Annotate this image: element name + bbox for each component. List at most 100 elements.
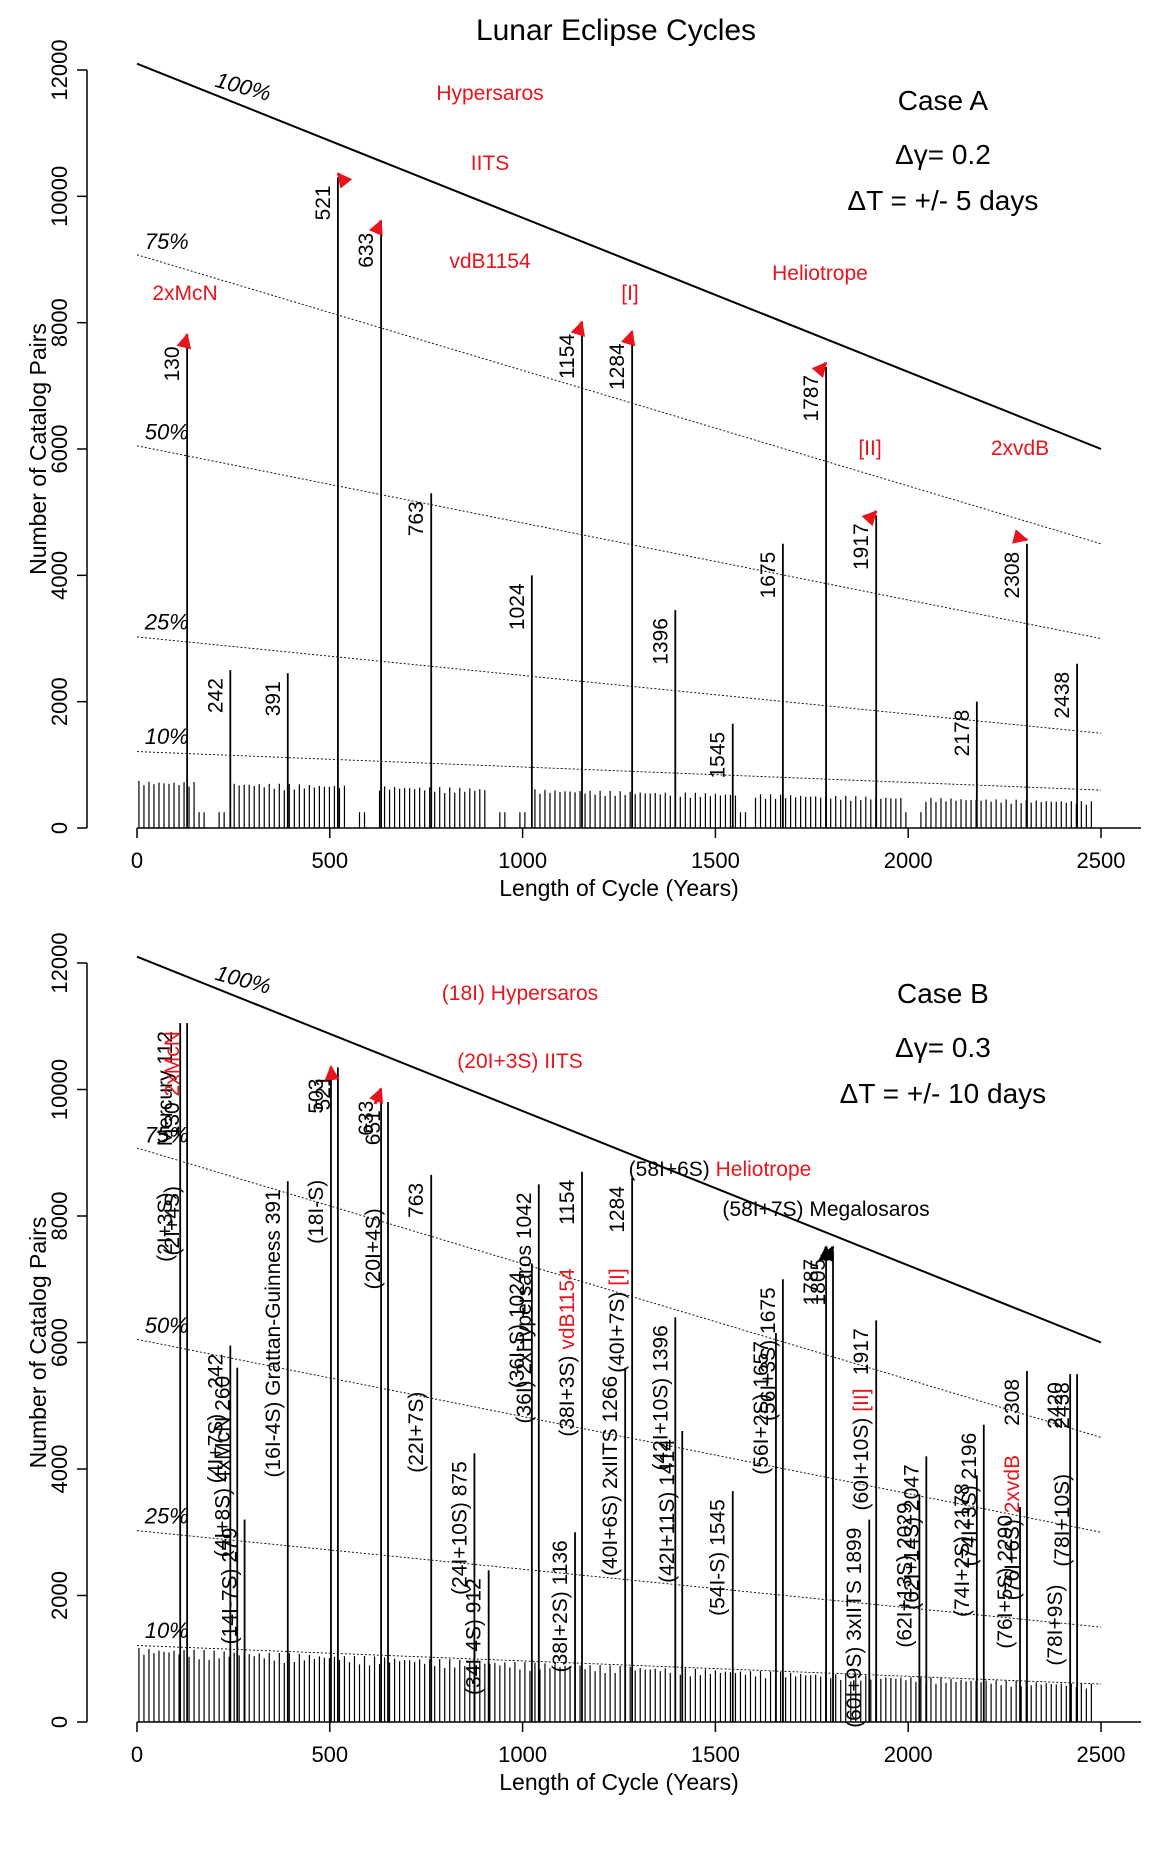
annotation-label: 2xMcN [152, 282, 217, 305]
annotation-label: (18I) Hypersaros [442, 982, 598, 1005]
peak-label: 2420 [1044, 1382, 1067, 1429]
peak-label-text: 2420 [1044, 1382, 1067, 1429]
peak-label: 1545 [707, 732, 730, 779]
peak-label-text: (62I+13S) 2029 [893, 1502, 916, 1647]
annotation-text: (58I+6S) [629, 1158, 716, 1181]
peak-label-text: (38I+3S) [556, 1350, 579, 1437]
peak-label-text: (2I+3S) [154, 1192, 177, 1261]
peak-label-text: 2308 [1001, 1379, 1024, 1426]
peak-label-text: (40I+6S) 2xIITS 1266 [599, 1376, 622, 1576]
peak-label: (40I+6S) 2xIITS 1266 [599, 1376, 622, 1576]
reference-line [136, 636, 1102, 734]
annotation-arrow [620, 329, 636, 347]
y-tick-label: 4000 [47, 551, 72, 600]
reference-line-label: 50% [145, 1313, 189, 1338]
peak-label-text: (40I+7S) [606, 1286, 629, 1373]
peak-label: (36I) 2xHypersaros 1042 [513, 1192, 536, 1423]
peak-label: Mercury 112 [154, 1031, 177, 1146]
peak-label: (2I+4S) [161, 1186, 184, 1255]
peak-label: 130 2xMcN [161, 1031, 184, 1137]
reference-line [136, 445, 1102, 639]
peak-label-text: (76I+6S) [1001, 1513, 1024, 1600]
y-tick-label: 6000 [47, 1318, 72, 1367]
peak-label-text: 1284 [606, 343, 629, 390]
peak-label-text: 1284 [606, 1186, 629, 1233]
peak-label: 391 [262, 681, 285, 716]
peak-label: (24I+10S) 875 [448, 1461, 471, 1595]
peak-label-text: (2I+4S) [161, 1186, 184, 1255]
reference-line [136, 751, 1102, 791]
peak-label-text: (56I+3S) 1675 [757, 1287, 780, 1421]
annotation-arrow [811, 361, 828, 379]
peak-label: 2308 [1001, 552, 1024, 599]
x-tick-label: 0 [131, 848, 143, 873]
peak-label: (36I-S) 1024 [506, 1271, 529, 1388]
peak-label-text: (36I-S) 1024 [506, 1271, 529, 1388]
peak-label: 633 [355, 233, 378, 268]
y-tick-label: 8000 [47, 1192, 72, 1241]
x-tick-label: 2500 [1077, 848, 1126, 873]
y-tick-label: 2000 [47, 677, 72, 726]
panel-case-a: 0 500 1000 1500 2000 2500 0 2000 4000 6000 8000 100… [25, 39, 1141, 901]
y-tick-label: 10000 [47, 1059, 72, 1120]
peak-label: (22I+7S) [405, 1392, 428, 1473]
x-tick-label: 2500 [1077, 1742, 1126, 1767]
x-tick-label: 500 [311, 848, 348, 873]
peak-label-text: (42I+10S) 1396 [649, 1325, 672, 1470]
annotation-arrow [324, 1065, 340, 1081]
y-tick-label: 0 [47, 1716, 72, 1728]
peak-label: (56I+2S) 1657 [750, 1341, 773, 1475]
peak-label: (20I+4S) [362, 1208, 385, 1289]
reference-line [136, 62, 1102, 450]
peak-label: 2178 [951, 710, 974, 757]
annotation-arrow [369, 1087, 384, 1105]
peak-label-text: (56I+2S) 1657 [750, 1341, 773, 1475]
panel-case-b: 0 500 1000 1500 2000 2500 0 2000 4000 6000 8000 100… [25, 932, 1141, 1795]
peak-label: 1284 [606, 343, 629, 390]
peak-label-highlight: [II] [850, 1388, 873, 1411]
peak-label: 503 [305, 1079, 328, 1114]
reference-line-label: 25% [144, 1503, 189, 1528]
peak-label-text: (18I-S) [305, 1180, 328, 1244]
peak-label-text: (42I+11S) 1414 [656, 1439, 679, 1583]
peak-label: (78I+10S) [1051, 1474, 1074, 1567]
peak-label: 130 [161, 346, 184, 381]
peak-label-text: (22I+7S) [405, 1392, 428, 1473]
x-tick-label: 1000 [498, 1742, 547, 1767]
annotation-arrow [368, 219, 383, 237]
peak-label: 1284 [606, 1186, 629, 1233]
annotation-label: Heliotrope [772, 262, 868, 285]
annotation-label: IITS [471, 152, 510, 175]
reference-line-label: 100% [213, 960, 274, 999]
peak-label: (76I+6S) 2xvdB [1001, 1455, 1024, 1600]
x-tick-label: 1500 [691, 1742, 740, 1767]
peak-label-text: 521 [312, 185, 335, 220]
y-tick-label: 10000 [47, 166, 72, 227]
case-label: Case B [897, 978, 989, 1009]
x-tick-label: 1000 [498, 848, 547, 873]
annotation-highlight: Heliotrope [716, 1158, 812, 1181]
peak-label: (56I+3S) 1675 [757, 1287, 780, 1421]
peak-label: (2I+3S) [154, 1192, 177, 1261]
peak-label: (38I+2S) 1136 [549, 1540, 572, 1672]
annotation-label: Hypersaros [436, 82, 543, 105]
y-axis-label: Number of Catalog Pairs [25, 323, 51, 575]
peak-label-text: 242 [204, 678, 227, 713]
peak-label-text: (74I+2S) 2178 [951, 1483, 974, 1617]
reference-line-label: 10% [145, 1618, 189, 1643]
x-tick-label: 500 [311, 1742, 348, 1767]
peak-label: 2438 [1051, 1382, 1074, 1429]
annotation-label: [II] [858, 437, 881, 460]
x-axis-label: Length of Cycle (Years) [499, 875, 739, 901]
reference-line-label: 100% [213, 67, 274, 106]
annotation-label: vdB1154 [449, 250, 531, 273]
reference-line [136, 1530, 1102, 1628]
peak-label: (60I+10S) [II] [850, 1388, 873, 1510]
figure-title: Lunar Eclipse Cycles [476, 14, 756, 47]
peak-label: (4I+8S) 4xMcN 260 [211, 1376, 234, 1558]
peak-label: (42I+10S) 1396 [649, 1325, 672, 1470]
peak-label: 1154 [556, 1179, 579, 1224]
peak-label-text: 1545 [707, 732, 730, 779]
annotation-label: (58I+7S) Megalosaros [722, 1198, 929, 1221]
